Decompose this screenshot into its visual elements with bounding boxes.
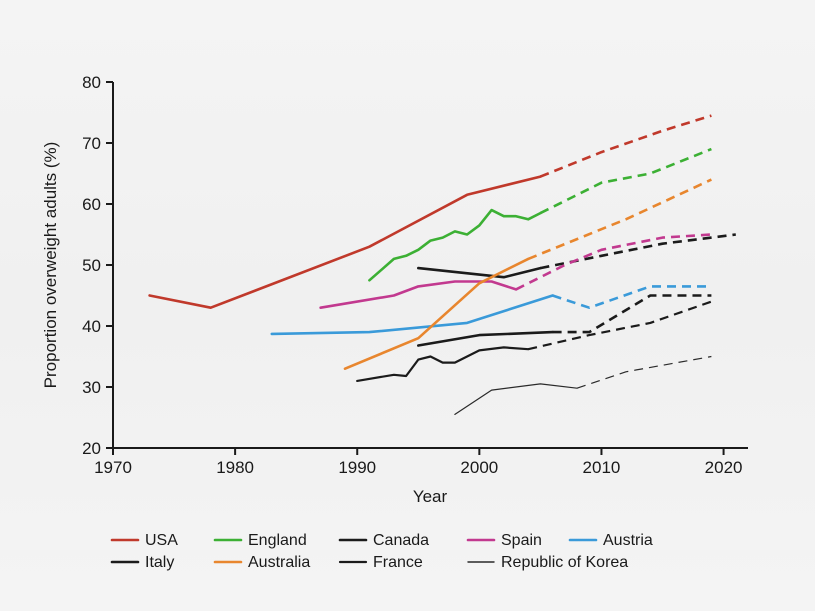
legend-item-austria: Austria: [568, 532, 653, 549]
legend-label: Spain: [501, 532, 542, 549]
y-tick-label: 80: [82, 73, 101, 92]
series-austria-projection-line: [552, 285, 712, 310]
x-tick-label: 2000: [460, 458, 498, 477]
y-tick-label: 30: [82, 378, 101, 397]
x-tick-label: 1980: [216, 458, 254, 477]
series-england-projection-line: [539, 147, 712, 215]
legend-label: Canada: [373, 532, 429, 549]
series-australia: [343, 178, 712, 371]
legend-label: Austria: [603, 532, 653, 549]
series-france-line: [356, 346, 530, 382]
legend-item-usa: USA: [110, 532, 178, 549]
y-tick-label: 20: [82, 439, 101, 458]
legend-item-australia: Australia: [213, 554, 310, 571]
series-australia-projection-line: [527, 178, 712, 261]
series-spain-line: [319, 280, 518, 310]
y-axis-title: Proportion overweight adults (%): [41, 142, 60, 389]
legend-label: Australia: [248, 554, 310, 571]
series-france: [356, 300, 712, 382]
series-england: [368, 147, 712, 282]
x-tick-label: 1990: [338, 458, 376, 477]
legend: USA England Canada Spain Austria Italy Austral…: [110, 532, 653, 571]
series-france-projection-line: [527, 300, 712, 351]
series-austria-line: [270, 294, 554, 336]
legend-label: Italy: [145, 554, 174, 571]
series-australia-line: [343, 257, 530, 371]
series-republic-of-korea-line: [454, 383, 578, 415]
x-axis-title: Year: [413, 487, 448, 506]
series-usa-projection-line: [539, 114, 712, 178]
y-tick-label: 40: [82, 317, 101, 336]
y-tick-label: 60: [82, 195, 101, 214]
y-tick-label: 50: [82, 256, 101, 275]
x-tick-label: 2020: [705, 458, 743, 477]
x-tick-label: 1970: [94, 458, 132, 477]
series-republic-of-korea: [454, 355, 712, 415]
series-austria: [270, 285, 712, 336]
legend-item-canada: Canada: [338, 532, 429, 549]
series-usa-line: [148, 175, 542, 310]
series-usa: [148, 114, 712, 310]
series-canada: [416, 233, 736, 279]
legend-label: Republic of Korea: [501, 554, 628, 571]
series-england-line: [368, 208, 542, 282]
y-tick-label: 70: [82, 134, 101, 153]
legend-item-england: England: [213, 532, 307, 549]
series-italy-line: [416, 330, 554, 347]
legend-label: England: [248, 532, 307, 549]
series-republic-of-korea-projection-line: [576, 355, 712, 389]
legend-label: France: [373, 554, 423, 571]
series-spain-projection-line: [515, 233, 712, 291]
series-canada-line: [416, 266, 542, 279]
series-italy-projection-line: [552, 294, 712, 334]
legend-item-france: France: [338, 554, 423, 571]
legend-label: USA: [145, 532, 178, 549]
legend-item-spain: Spain: [466, 532, 542, 549]
legend-item-italy: Italy: [110, 554, 174, 571]
series-layer: [148, 114, 736, 415]
series-canada-projection-line: [540, 233, 736, 270]
legend-item-republic-of-korea: Republic of Korea: [467, 554, 628, 571]
series-spain: [319, 233, 712, 310]
x-tick-label: 2010: [583, 458, 621, 477]
series-italy: [416, 294, 712, 347]
